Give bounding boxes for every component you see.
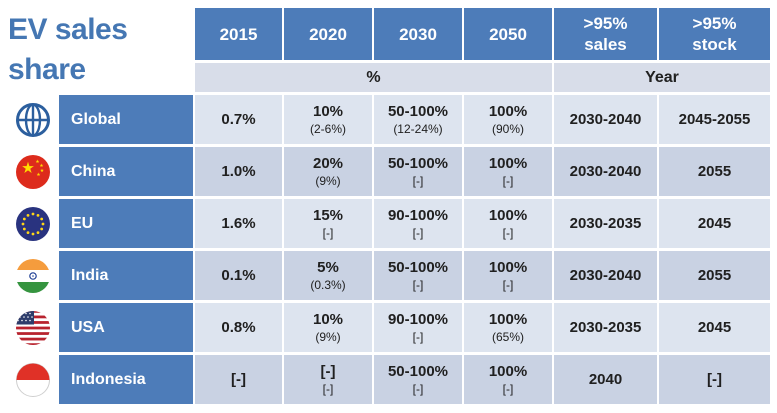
col-header-95-sales: >95% sales <box>554 8 657 60</box>
cell-global-2030: 50-100% (12-24%) <box>374 95 462 144</box>
cell-global-2050: 100% (90%) <box>464 95 552 144</box>
unit-spacer <box>9 63 193 92</box>
cell-global-95-sales: 2030-2040 <box>554 95 657 144</box>
cell-eu-95-sales: 2030-2035 <box>554 199 657 248</box>
page-title-line1: EV sales <box>8 13 128 46</box>
col-header-2020: 2020 <box>284 8 372 60</box>
region-label-usa: USA <box>59 303 193 352</box>
cell-china-2050: 100% [-] <box>464 147 552 196</box>
col-header-95-stock: >95% stock <box>659 8 770 60</box>
cell-usa-2030: 90-100% [-] <box>374 303 462 352</box>
page-title-line2: share <box>8 53 86 86</box>
india-flag-icon <box>9 251 57 300</box>
cell-global-2015: 0.7% <box>195 95 282 144</box>
cell-indonesia-2050: 100% [-] <box>464 355 552 404</box>
china-flag-icon <box>9 147 57 196</box>
region-label-global: Global <box>59 95 193 144</box>
cell-eu-2015: 1.6% <box>195 199 282 248</box>
cell-india-2050: 100% [-] <box>464 251 552 300</box>
cell-eu-2030: 90-100% [-] <box>374 199 462 248</box>
cell-china-95-sales: 2030-2040 <box>554 147 657 196</box>
cell-india-95-sales: 2030-2040 <box>554 251 657 300</box>
indonesia-flag-icon <box>9 355 57 404</box>
cell-indonesia-95-stock: [-] <box>659 355 770 404</box>
cell-eu-2020: 15% [-] <box>284 199 372 248</box>
cell-india-95-stock: 2055 <box>659 251 770 300</box>
region-label-indonesia: Indonesia <box>59 355 193 404</box>
cell-china-95-stock: 2055 <box>659 147 770 196</box>
region-label-india: India <box>59 251 193 300</box>
cell-indonesia-95-sales: 2040 <box>554 355 657 404</box>
ev-sales-table: 2015 2020 2030 2050 >95% sales >95% stock … <box>9 8 770 404</box>
cell-indonesia-2030: 50-100% [-] <box>374 355 462 404</box>
cell-usa-2015: 0.8% <box>195 303 282 352</box>
cell-usa-95-stock: 2045 <box>659 303 770 352</box>
cell-eu-95-stock: 2045 <box>659 199 770 248</box>
cell-indonesia-2015: [-] <box>195 355 282 404</box>
cell-china-2030: 50-100% [-] <box>374 147 462 196</box>
cell-usa-2050: 100% (65%) <box>464 303 552 352</box>
col-header-2030: 2030 <box>374 8 462 60</box>
cell-india-2030: 50-100% [-] <box>374 251 462 300</box>
unit-percent: % <box>195 63 552 92</box>
cell-global-2020: 10% (2-6%) <box>284 95 372 144</box>
header-spacer <box>9 8 193 60</box>
cell-india-2020: 5% (0.3%) <box>284 251 372 300</box>
region-label-china: China <box>59 147 193 196</box>
col-header-2015: 2015 <box>195 8 282 60</box>
cell-global-95-stock: 2045-2055 <box>659 95 770 144</box>
unit-year: Year <box>554 63 770 92</box>
eu-flag-icon <box>9 199 57 248</box>
cell-usa-2020: 10% (9%) <box>284 303 372 352</box>
cell-usa-95-sales: 2030-2035 <box>554 303 657 352</box>
region-label-eu: EU <box>59 199 193 248</box>
cell-china-2020: 20% (9%) <box>284 147 372 196</box>
cell-india-2015: 0.1% <box>195 251 282 300</box>
page-title: EV sales share <box>8 10 188 90</box>
globe-icon <box>9 95 57 144</box>
col-header-2050: 2050 <box>464 8 552 60</box>
cell-indonesia-2020: [-] [-] <box>284 355 372 404</box>
usa-flag-icon <box>9 303 57 352</box>
cell-eu-2050: 100% [-] <box>464 199 552 248</box>
cell-china-2015: 1.0% <box>195 147 282 196</box>
